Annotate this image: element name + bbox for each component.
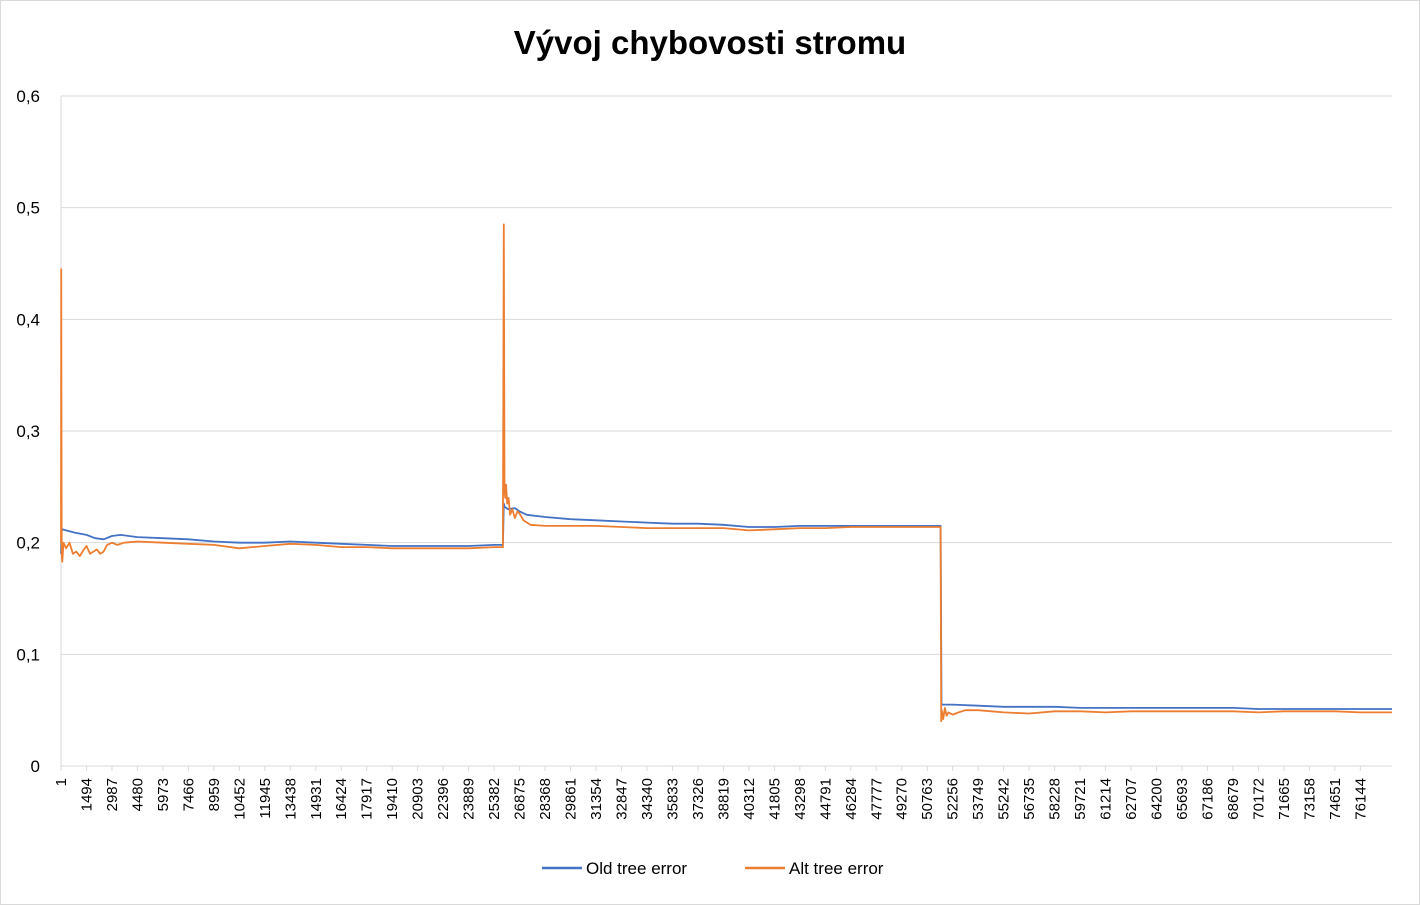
x-tick-label: 2987 [104, 778, 121, 811]
x-tick-label: 40312 [741, 778, 758, 820]
x-tick-label: 28368 [537, 778, 554, 820]
x-tick-label: 41805 [766, 778, 783, 820]
x-tick-label: 4480 [129, 778, 146, 811]
x-tick-label: 1 [53, 778, 70, 786]
x-tick-label: 34340 [639, 778, 656, 820]
x-tick-label: 71665 [1276, 778, 1293, 820]
chart-title: Vývoj chybovosti stromu [513, 24, 907, 61]
y-tick-label: 0 [31, 757, 40, 776]
y-tick-label: 0,2 [16, 534, 40, 553]
y-tick-label: 0,5 [16, 199, 40, 218]
legend: Old tree error Alt tree error [542, 859, 884, 878]
x-tick-label: 44791 [817, 778, 834, 820]
series-line-old-tree-error [60, 502, 1392, 710]
x-tick-label: 17917 [359, 778, 376, 820]
x-tick-label: 76144 [1352, 778, 1369, 820]
x-tick-label: 67186 [1199, 778, 1216, 820]
legend-label: Old tree error [586, 859, 687, 878]
x-tick-label: 10452 [231, 778, 248, 820]
x-tick-label: 16424 [333, 778, 350, 820]
x-tick-label: 5973 [155, 778, 172, 811]
y-tick-label: 0,3 [16, 422, 40, 441]
series-lines [60, 223, 1392, 723]
legend-label: Alt tree error [789, 859, 884, 878]
x-tick-label: 13438 [282, 778, 299, 820]
x-tick-label: 55242 [996, 778, 1013, 820]
x-tick-label: 64200 [1149, 778, 1166, 820]
x-tick-label: 29861 [563, 778, 580, 820]
x-tick-label: 52256 [945, 778, 962, 820]
x-tick-label: 74651 [1327, 778, 1344, 820]
y-axis-tick-labels: 0 0,1 0,2 0,3 0,4 0,5 0,6 [16, 87, 40, 776]
x-tick-label: 43298 [792, 778, 809, 820]
x-tick-label: 47777 [868, 778, 885, 820]
gridlines [61, 95, 1392, 655]
x-tick-label: 68679 [1225, 778, 1242, 820]
x-tick-label: 11945 [257, 778, 274, 819]
x-tick-label: 62707 [1123, 778, 1140, 820]
axes [60, 96, 1392, 771]
x-tick-label: 49270 [894, 778, 911, 820]
x-axis-tick-labels: 1 1494 2987 4480 5973 7466 8959 10452 11945 13438… [53, 778, 1369, 820]
x-tick-label: 37326 [690, 778, 707, 820]
x-tick-label: 58228 [1047, 778, 1064, 820]
x-tick-label: 35833 [664, 778, 681, 820]
y-tick-label: 0,4 [16, 310, 40, 329]
x-tick-label: 25382 [486, 778, 503, 820]
x-tick-label: 31354 [588, 778, 605, 820]
x-tick-label: 70172 [1250, 778, 1267, 820]
series-line-alt-tree-error [60, 223, 1392, 723]
x-tick-label: 8959 [206, 778, 223, 811]
x-tick-label: 73158 [1301, 778, 1318, 820]
x-tick-label: 22396 [435, 778, 452, 820]
x-tick-label: 50763 [919, 778, 936, 820]
x-tick-label: 7466 [180, 778, 197, 811]
x-tick-label: 38819 [715, 778, 732, 820]
x-tick-label: 65693 [1174, 778, 1191, 820]
x-tick-label: 20903 [410, 778, 427, 820]
x-tick-label: 46284 [843, 778, 860, 820]
x-tick-label: 56735 [1021, 778, 1038, 820]
x-tick-label: 14931 [308, 778, 325, 820]
x-tick-label: 32847 [613, 778, 630, 820]
x-tick-label: 26875 [512, 778, 529, 820]
x-tick-label: 23889 [461, 778, 478, 820]
y-tick-label: 0,6 [16, 87, 40, 106]
x-tick-label: 61214 [1098, 778, 1115, 820]
x-tick-label: 53749 [970, 778, 987, 820]
x-tick-label: 1494 [78, 778, 95, 811]
x-tick-label: 19410 [384, 778, 401, 820]
x-tick-label: 59721 [1072, 778, 1089, 820]
y-tick-label: 0,1 [16, 645, 40, 664]
